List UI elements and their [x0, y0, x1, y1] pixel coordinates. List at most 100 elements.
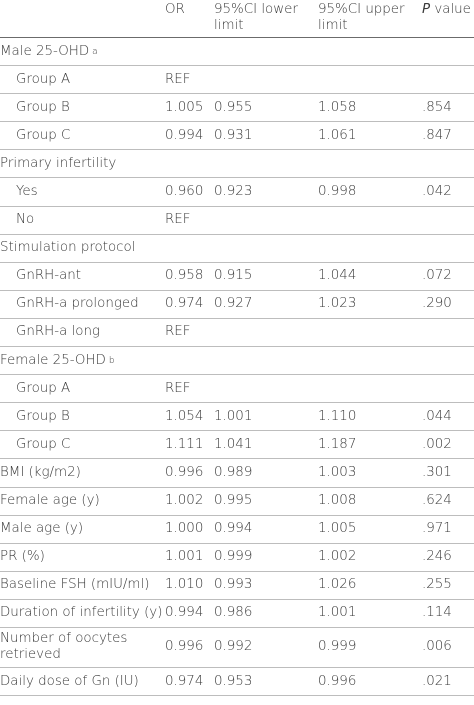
- row-label-text: Male age (y): [0, 521, 84, 537]
- row-label: Primary infertility: [0, 150, 116, 177]
- cell-or: 1.005: [165, 99, 204, 115]
- row-label-text: Daily dose of Gn (IU): [0, 673, 139, 689]
- cell-p-value: .042: [422, 184, 452, 200]
- cell-ci-upper: 1.001: [318, 605, 357, 621]
- cell-ci-upper: 0.999: [318, 639, 357, 655]
- cell-ci-lower: 0.989: [214, 464, 253, 480]
- table-row: No REF: [0, 207, 474, 235]
- header-ci-upper: 95%CI upper limit: [318, 2, 405, 33]
- cell-or: 1.000: [165, 521, 204, 537]
- row-label: Group C: [16, 122, 70, 149]
- cell-ci-lower: 0.923: [214, 184, 253, 200]
- row-label-text: GnRH-a prolonged: [16, 296, 139, 312]
- cell-or: 0.974: [165, 673, 204, 689]
- row-label: GnRH-a long: [16, 319, 100, 346]
- row-label: BMI (kg/m2): [0, 459, 81, 486]
- header-ci-lower: 95%CI lower limit: [214, 2, 298, 33]
- cell-or: 0.960: [165, 184, 204, 200]
- cell-ci-upper: 1.026: [318, 577, 357, 593]
- cell-ci-lower: 1.001: [214, 408, 253, 424]
- table-row: BMI (kg/m2) 0.996 0.989 1.003 .301: [0, 459, 474, 488]
- table-row: Female 25-OHD b: [0, 347, 474, 376]
- cell-or: 0.996: [165, 464, 204, 480]
- cell-or: 1.111: [165, 436, 204, 452]
- cell-ci-upper: 1.061: [318, 127, 357, 143]
- cell-p-value: .002: [422, 436, 452, 452]
- row-label: Group B: [16, 94, 70, 121]
- table-row: Group A REF: [0, 66, 474, 95]
- cell-p-value: .246: [422, 549, 452, 565]
- cell-ci-lower: 0.999: [214, 549, 253, 565]
- row-label: Male age (y): [0, 516, 83, 543]
- cell-ci-lower: 0.994: [214, 521, 253, 537]
- cell-or: REF: [165, 212, 191, 228]
- cell-ci-lower: 0.986: [214, 605, 253, 621]
- cell-or: 0.974: [165, 296, 204, 312]
- cell-p-value: .021: [422, 673, 452, 689]
- footnote-marker: a: [92, 46, 98, 57]
- cell-or: REF: [165, 324, 191, 340]
- row-label: Group B: [16, 403, 70, 430]
- row-label-text: No: [16, 212, 35, 228]
- row-label: Group A: [16, 66, 70, 93]
- row-label: Female age (y): [0, 488, 100, 515]
- cell-ci-upper: 1.110: [318, 408, 357, 424]
- row-label-text: Group A: [16, 380, 71, 396]
- cell-or: 1.001: [165, 549, 204, 565]
- row-label-text: Group A: [16, 71, 71, 87]
- cell-or: 0.994: [165, 127, 204, 143]
- cell-ci-lower: 0.927: [214, 296, 253, 312]
- footnote-marker: b: [108, 355, 115, 366]
- row-label-text: BMI (kg/m2): [0, 464, 81, 480]
- cell-p-value: .114: [422, 605, 452, 621]
- cell-ci-upper: 1.003: [318, 464, 357, 480]
- table-row: Female age (y) 1.002 0.995 1.008 .624: [0, 488, 474, 516]
- table-row: Male age (y) 1.000 0.994 1.005 .971: [0, 516, 474, 544]
- row-label-text: PR (%): [0, 549, 45, 565]
- table-row: Daily dose of Gn (IU) 0.974 0.953 0.996 .021: [0, 668, 474, 697]
- cell-or: REF: [165, 71, 191, 87]
- cell-or: 1.054: [165, 408, 204, 424]
- cell-p-value: .971: [422, 521, 452, 537]
- row-label-text: Stimulation protocol: [0, 240, 136, 256]
- header-p-rest: value: [430, 2, 471, 17]
- row-label-text: Group B: [16, 99, 70, 115]
- row-label-text: Female 25-OHD: [0, 352, 106, 368]
- cell-or: 0.994: [165, 605, 204, 621]
- cell-ci-lower: 0.993: [214, 577, 253, 593]
- table-row: Duration of infertility (y) 0.994 0.986 1.0…: [0, 600, 474, 628]
- table-row: Number of oocytes retrieved 0.996 0.992 0.9…: [0, 628, 474, 668]
- cell-p-value: .006: [422, 639, 452, 655]
- row-label: Stimulation protocol: [0, 235, 135, 262]
- row-label: Number of oocytes retrieved: [0, 628, 150, 667]
- cell-or: 0.958: [165, 268, 204, 284]
- table-header-row: OR 95%CI lower limit 95%CI upper limit P…: [0, 0, 474, 38]
- row-label-text: Number of oocytes retrieved: [0, 631, 128, 663]
- row-label: Group C: [16, 431, 70, 458]
- header-p-italic: P: [422, 2, 431, 17]
- table-row: Group C 0.994 0.931 1.061 .847: [0, 122, 474, 151]
- row-label-text: Female age (y): [0, 493, 100, 509]
- cell-ci-lower: 0.931: [214, 127, 253, 143]
- row-label-text: GnRH-ant: [16, 268, 82, 284]
- table-row: Yes 0.960 0.923 0.998 .042: [0, 178, 474, 207]
- cell-ci-upper: 1.005: [318, 521, 357, 537]
- cell-ci-upper: 1.044: [318, 268, 357, 284]
- row-label: Male 25-OHD a: [0, 38, 98, 65]
- cell-p-value: .290: [422, 296, 452, 312]
- row-label-text: Baseline FSH (mIU/ml): [0, 577, 150, 593]
- table-row: Male 25-OHD a: [0, 38, 474, 67]
- row-label: Daily dose of Gn (IU): [0, 668, 139, 695]
- cell-ci-upper: 1.058: [318, 99, 357, 115]
- row-label-text: Group C: [16, 127, 71, 143]
- cell-ci-upper: 0.996: [318, 673, 357, 689]
- table-body: Male 25-OHD a Group A REF Group B 1.005 0.955 1…: [0, 38, 474, 697]
- row-label: Duration of infertility (y): [0, 600, 162, 627]
- row-label: Female 25-OHD b: [0, 347, 115, 374]
- cell-p-value: .044: [422, 408, 452, 424]
- cell-p-value: .624: [422, 493, 452, 509]
- cell-ci-upper: 1.187: [318, 436, 357, 452]
- row-label: Yes: [16, 178, 38, 205]
- cell-or: 1.010: [165, 577, 204, 593]
